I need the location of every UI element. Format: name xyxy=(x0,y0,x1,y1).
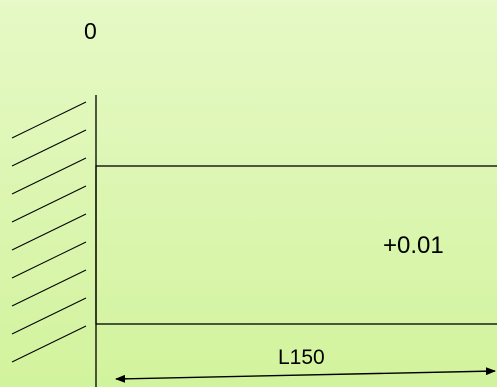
hatch-line xyxy=(11,185,87,223)
beam-body xyxy=(95,165,497,325)
hatch-line xyxy=(11,241,87,279)
origin-label: 0 xyxy=(84,18,97,44)
length-label: L150 xyxy=(278,346,325,369)
wall-hatching xyxy=(11,101,87,363)
hatch-line xyxy=(11,325,87,363)
hatch-line xyxy=(11,297,87,335)
hatch-line xyxy=(11,213,87,251)
hatch-line xyxy=(11,101,87,139)
length-dimension-arrow xyxy=(115,367,496,383)
hatch-line xyxy=(11,157,87,195)
hatch-line xyxy=(11,129,87,167)
tolerance-value-label: +0.01 xyxy=(383,232,444,259)
hatch-line xyxy=(11,269,87,307)
